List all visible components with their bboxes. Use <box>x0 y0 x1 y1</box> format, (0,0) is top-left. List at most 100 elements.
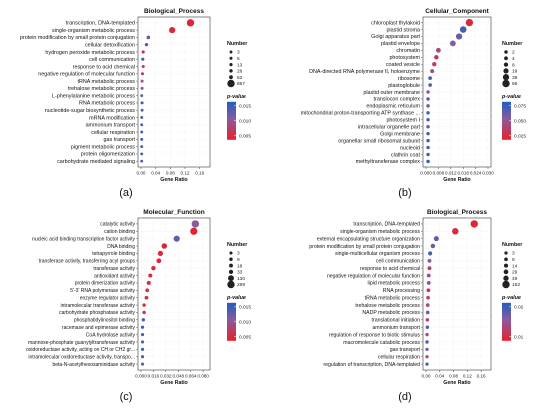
x-tick-label: 0.16 <box>195 171 204 176</box>
legend-size-label: 39 <box>512 75 518 81</box>
legend-size-label: 8 <box>512 257 515 263</box>
data-point <box>169 26 176 34</box>
category-label: gas transport <box>104 137 136 143</box>
x-tick-label: 0.006 <box>433 171 445 176</box>
legend-size-label: 3 <box>237 251 240 257</box>
chart-panel-4: Biological_Process 0.00 0.04 0.08 0.12 0.16 Ge… <box>309 209 523 386</box>
data-point <box>452 228 459 235</box>
legend-size-dot <box>229 50 233 54</box>
category-label: RNA metabolic process <box>79 101 135 107</box>
legend-size-dot <box>504 50 508 54</box>
data-point <box>428 251 433 256</box>
x-tick-label: 0.012 <box>445 171 457 176</box>
data-point <box>191 220 200 228</box>
data-point <box>426 97 430 101</box>
data-point <box>465 18 474 27</box>
data-point <box>140 123 144 127</box>
category-label: Golgi apparatus part <box>371 34 420 40</box>
x-tick-label: 0.016 <box>148 374 160 379</box>
x-tick-label: 0.12 <box>463 374 472 379</box>
legend-size-label: 6 <box>237 56 240 62</box>
x-tick-label: 0.024 <box>470 171 482 176</box>
x-tick-label: 0.000 <box>135 374 147 379</box>
data-point <box>141 64 145 69</box>
legend-size-dot <box>228 269 234 275</box>
category-label: pigment metabolic process <box>71 144 135 150</box>
legend-size-label: 49 <box>512 276 518 282</box>
legend-size-label: 152 <box>512 282 520 288</box>
x-tick-label: 0.032 <box>160 374 172 379</box>
category-label: nucleoid <box>400 145 420 151</box>
colorbar <box>502 302 511 341</box>
data-point <box>425 325 430 329</box>
category-label: negative regulation of molecular functio… <box>327 273 420 279</box>
legend-size-label: 4 <box>512 56 515 62</box>
category-label: plastoglobule <box>388 83 420 89</box>
legend-size-label: 33 <box>237 270 243 276</box>
data-point <box>142 303 146 307</box>
category-label: DNA-directed RNA polymerase II, holoenzy… <box>309 69 420 75</box>
data-point <box>449 40 456 47</box>
legend-size-dot <box>227 280 235 289</box>
data-point <box>428 76 433 81</box>
data-point <box>432 62 437 67</box>
category-label: tRNA metabolic process <box>365 295 421 301</box>
data-point <box>140 79 144 83</box>
legend-size-label: 66 <box>512 81 518 87</box>
category-label: DNA binding <box>107 244 135 250</box>
category-label: transcription, DNA-templated <box>353 222 420 228</box>
category-label: beta-N-acetylhexosaminidase activity <box>52 362 135 368</box>
category-label: gas transport <box>390 347 421 353</box>
data-point <box>435 47 441 53</box>
colorbar-label: 0.015 <box>239 305 251 311</box>
category-label: plastid envelope <box>381 41 420 47</box>
category-label: photosystem I <box>386 118 420 124</box>
legend-size-dot <box>229 75 233 80</box>
category-label: nucleic acid binding transcription facto… <box>32 236 135 242</box>
x-axis-label: Gene Ratio <box>443 177 470 183</box>
category-label: external encapsulating structure organiz… <box>317 236 420 242</box>
category-label: mRNA modification <box>89 115 135 121</box>
data-point <box>434 55 439 60</box>
legend-size-label: 26 <box>237 69 243 75</box>
data-point <box>426 138 430 143</box>
category-label: cellular detoxification <box>85 42 135 48</box>
data-point <box>144 42 149 47</box>
chart-title: Molecular_Function <box>143 209 204 216</box>
category-label: cellular respiration <box>378 355 420 361</box>
legend-size-dot <box>229 69 233 73</box>
category-label: nucleotide-sugar biosynthetic process <box>45 108 135 114</box>
legend-size-dot <box>503 68 509 74</box>
data-point <box>141 318 145 322</box>
category-label: CoA hydrolase activity <box>86 332 136 338</box>
data-point <box>426 104 430 108</box>
category-label: plastid stroma <box>386 27 420 33</box>
legend-size-label: 18 <box>237 263 243 269</box>
category-label: phosphatidylinositol binding <box>74 318 135 324</box>
data-point <box>145 288 150 293</box>
category-label: mannose-phosphate guanylyltransferase ac… <box>28 340 136 346</box>
data-point <box>428 83 432 87</box>
category-label: plastid outer membrane <box>363 90 420 96</box>
x-tick-label: 0.12 <box>181 171 190 176</box>
data-point <box>140 108 144 112</box>
panel-label: (a) <box>119 187 132 199</box>
data-point <box>141 362 145 366</box>
data-point <box>470 220 478 228</box>
legend-number-title: Number <box>502 242 523 248</box>
x-tick-label: 0.064 <box>185 374 197 379</box>
category-label: trehalose metabolic process <box>355 303 420 309</box>
legend-size-dot <box>503 62 509 67</box>
plot-frame <box>137 16 211 168</box>
category-label: translational initiation <box>372 318 421 324</box>
x-axis-label: Gene Ratio <box>160 380 187 386</box>
category-label: regulation of response to biotic stimulu… <box>329 332 421 338</box>
category-label: catalytic activity <box>100 222 135 228</box>
legend-number-title: Number <box>227 242 248 248</box>
category-label: carbohydrate phosphatase activity <box>59 310 135 316</box>
data-point <box>425 332 429 337</box>
legend-size-label: 130 <box>237 276 245 282</box>
data-point <box>426 118 430 122</box>
category-label: clathrin coat <box>391 152 421 158</box>
x-tick-label: 0.04 <box>151 171 160 176</box>
